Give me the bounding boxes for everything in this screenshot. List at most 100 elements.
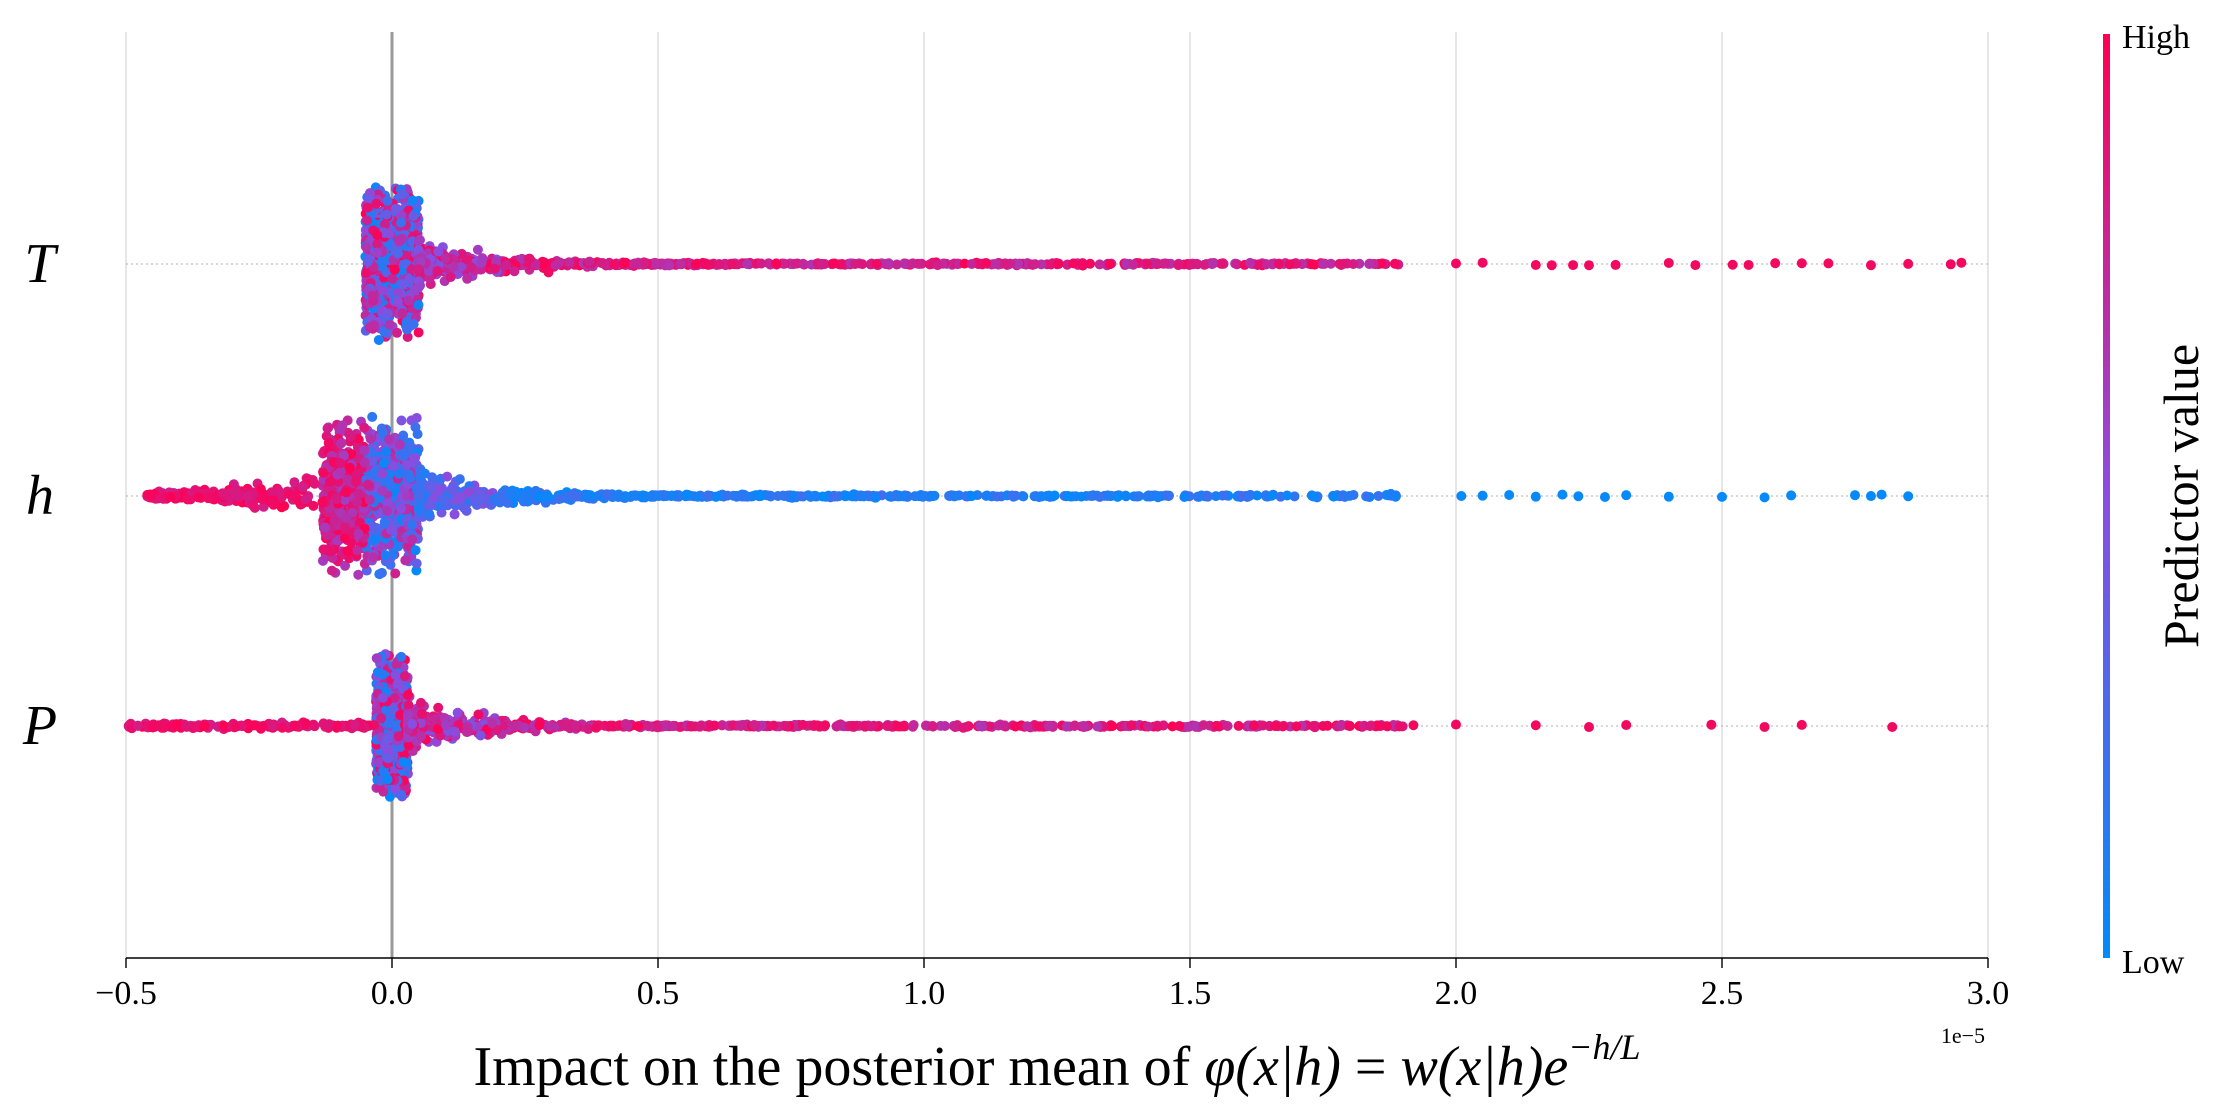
data-point <box>705 259 716 270</box>
data-point <box>341 513 352 524</box>
data-point <box>703 490 714 501</box>
data-point <box>407 195 418 206</box>
data-point <box>564 257 575 268</box>
data-point <box>361 215 372 226</box>
data-point <box>1077 258 1088 269</box>
data-point <box>808 490 819 501</box>
data-point <box>387 273 398 284</box>
data-point <box>1690 260 1701 271</box>
data-point <box>469 494 480 505</box>
data-point <box>1876 489 1887 500</box>
data-point <box>455 261 466 272</box>
data-point <box>1865 491 1876 502</box>
data-point <box>907 258 918 269</box>
data-point <box>584 256 595 267</box>
data-point <box>400 250 411 261</box>
data-point <box>372 239 383 250</box>
data-point <box>1373 490 1384 501</box>
data-point <box>797 719 808 730</box>
data-point <box>1030 259 1041 270</box>
data-point <box>1049 490 1060 501</box>
data-point <box>1085 490 1096 501</box>
data-point <box>447 485 458 496</box>
data-point <box>406 519 417 530</box>
data-point <box>966 258 977 269</box>
data-point <box>411 565 422 576</box>
data-point <box>337 420 348 431</box>
data-point <box>1743 259 1754 270</box>
data-point <box>396 503 407 514</box>
data-point <box>1053 259 1064 270</box>
data-point <box>1076 491 1087 502</box>
data-point <box>870 492 881 503</box>
data-point <box>377 669 388 680</box>
data-point <box>377 285 388 296</box>
data-point <box>394 234 405 245</box>
data-point <box>781 721 792 732</box>
data-point <box>1104 259 1115 270</box>
data-point <box>345 431 356 442</box>
data-point <box>381 446 392 457</box>
data-point <box>1142 258 1153 269</box>
data-point <box>380 219 391 230</box>
data-point <box>442 471 453 482</box>
data-point <box>361 242 372 253</box>
data-point <box>383 753 394 764</box>
data-point <box>737 491 748 502</box>
data-point <box>362 202 373 213</box>
data-point <box>1348 258 1359 269</box>
data-point <box>456 248 467 259</box>
data-point <box>390 783 401 794</box>
data-point <box>788 490 799 501</box>
data-point <box>639 257 650 268</box>
data-point <box>1143 490 1154 501</box>
data-point <box>396 415 407 426</box>
data-point <box>1160 258 1171 269</box>
data-point <box>247 499 258 510</box>
data-point <box>331 494 342 505</box>
data-point <box>165 491 176 502</box>
data-point <box>390 203 401 214</box>
data-point <box>439 495 450 506</box>
data-point <box>317 497 328 508</box>
data-point <box>1451 258 1461 269</box>
data-point <box>1068 258 1079 269</box>
data-point <box>146 490 157 501</box>
data-point <box>808 721 819 732</box>
data-point <box>300 494 311 505</box>
data-point <box>346 537 357 548</box>
data-point <box>371 653 382 664</box>
data-point <box>392 541 403 552</box>
data-point <box>1389 258 1400 269</box>
data-point <box>927 721 938 732</box>
data-point <box>289 490 300 501</box>
data-point <box>425 500 436 511</box>
data-point <box>381 209 392 220</box>
data-point <box>390 670 401 681</box>
data-point <box>726 258 737 269</box>
data-point <box>1128 259 1139 270</box>
data-point <box>650 258 661 269</box>
data-point <box>1186 259 1197 270</box>
data-point <box>396 217 407 228</box>
data-point <box>376 261 387 272</box>
data-point <box>1385 488 1396 499</box>
data-point <box>1179 492 1190 503</box>
data-point <box>754 490 765 501</box>
data-point <box>399 671 410 682</box>
data-point <box>1013 258 1024 269</box>
data-point <box>829 491 840 502</box>
data-point <box>1318 258 1329 269</box>
data-point <box>377 485 388 496</box>
data-point <box>1132 491 1143 502</box>
data-point <box>1865 260 1876 271</box>
data-point <box>509 266 520 277</box>
data-point <box>353 528 364 539</box>
data-point <box>618 492 629 503</box>
data-point <box>433 246 444 257</box>
data-point <box>858 491 869 502</box>
data-point <box>1504 490 1515 501</box>
data-point <box>352 497 363 508</box>
data-point <box>393 731 404 742</box>
data-point <box>1173 260 1184 271</box>
